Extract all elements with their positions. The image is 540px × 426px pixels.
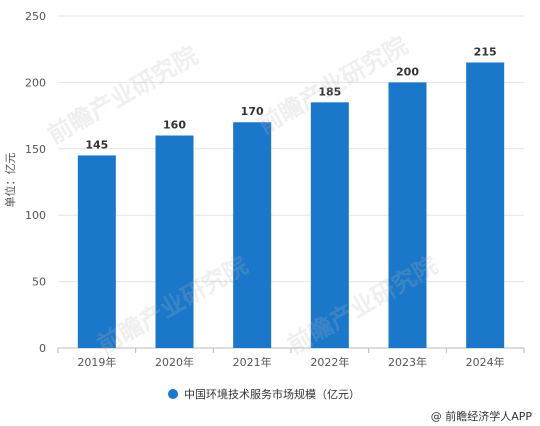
x-tick-label: 2023年 [388,355,427,369]
legend-label: 中国环境技术服务市场规模（亿元） [184,388,360,401]
source-credit: @ 前瞻经济学人APP [430,410,532,423]
y-tick-label: 0 [39,342,46,355]
data-label: 170 [241,105,264,118]
y-tick-label: 100 [25,209,46,222]
bar [466,62,505,348]
bar [155,135,194,348]
x-tick-label: 2021年 [233,355,272,369]
y-tick-label: 150 [25,143,46,156]
bar [77,155,116,348]
bar [310,102,349,348]
data-label: 215 [474,45,497,58]
bar [233,122,272,349]
y-tick-label: 200 [25,76,46,89]
bars [77,62,505,349]
data-label: 200 [396,65,419,78]
data-label: 185 [318,85,341,98]
x-tick-label: 2019年 [77,355,116,369]
legend-marker [168,389,178,399]
y-axis-label: 单位：亿元 [3,153,17,208]
data-label: 160 [163,119,186,132]
x-axis-ticks: 2019年 2020年 2021年 2022年 2023年 2024年 [57,348,525,369]
legend: 中国环境技术服务市场规模（亿元） [168,386,360,402]
data-label: 145 [85,138,108,151]
y-tick-label: 50 [32,276,46,289]
y-axis-ticks: 0 50 100 150 200 250 [25,10,46,355]
y-tick-label: 250 [25,10,46,23]
x-tick-label: 2024年 [466,355,505,369]
bar [388,82,427,349]
x-tick-label: 2022年 [310,355,349,369]
grid-lines [58,15,524,349]
data-labels: 145 160 170 185 200 215 [85,45,496,151]
x-tick-label: 2020年 [155,355,194,369]
